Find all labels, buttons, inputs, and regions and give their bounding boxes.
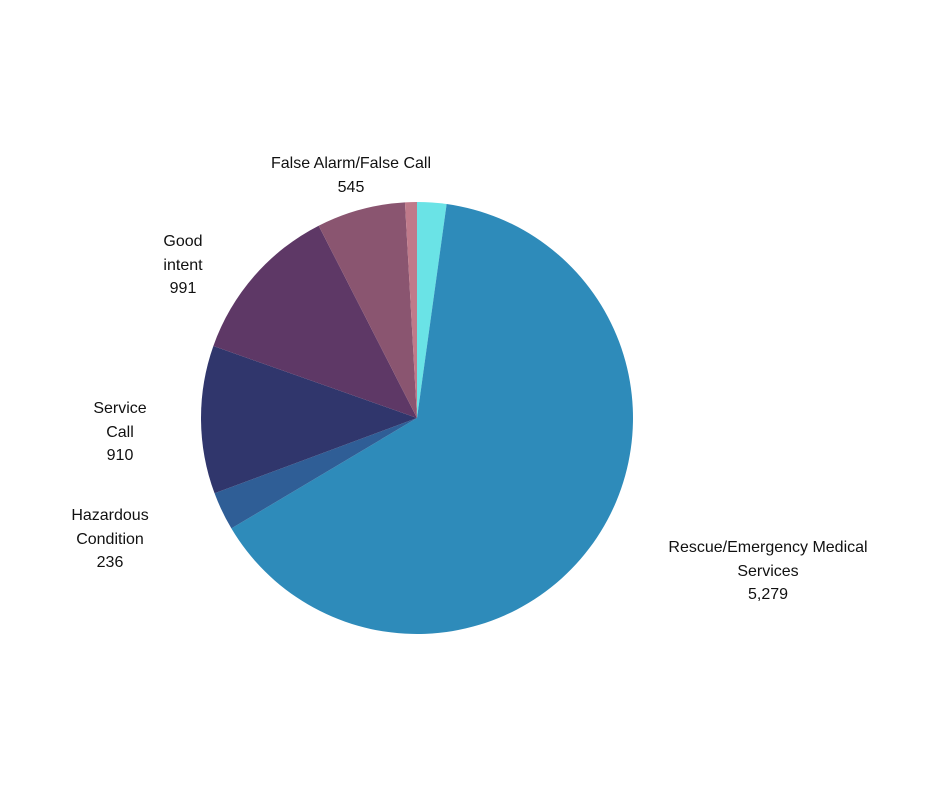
pie-slice-false-alarm-false-call [318,202,417,418]
label-good-intent: Good intent 991 [163,233,203,297]
pie-slice-unlabeled-6 [404,202,417,418]
label-rescue-ems: Rescue/Emergency Medical Services 5,279 [668,539,868,603]
pie-slice-unlabeled-0 [417,202,447,418]
pie-slice-hazardous-condition [214,418,417,529]
pie-slice-good-intent [213,225,417,418]
label-service-call: Service Call 910 [93,400,147,464]
label-hazardous-condition: Hazardous Condition 236 [71,507,149,571]
label-false-alarm: False Alarm/False Call 545 [270,155,432,196]
pie-slice-rescue-emergency-medical-services [231,204,634,635]
pie-slice-service-call [201,345,417,494]
